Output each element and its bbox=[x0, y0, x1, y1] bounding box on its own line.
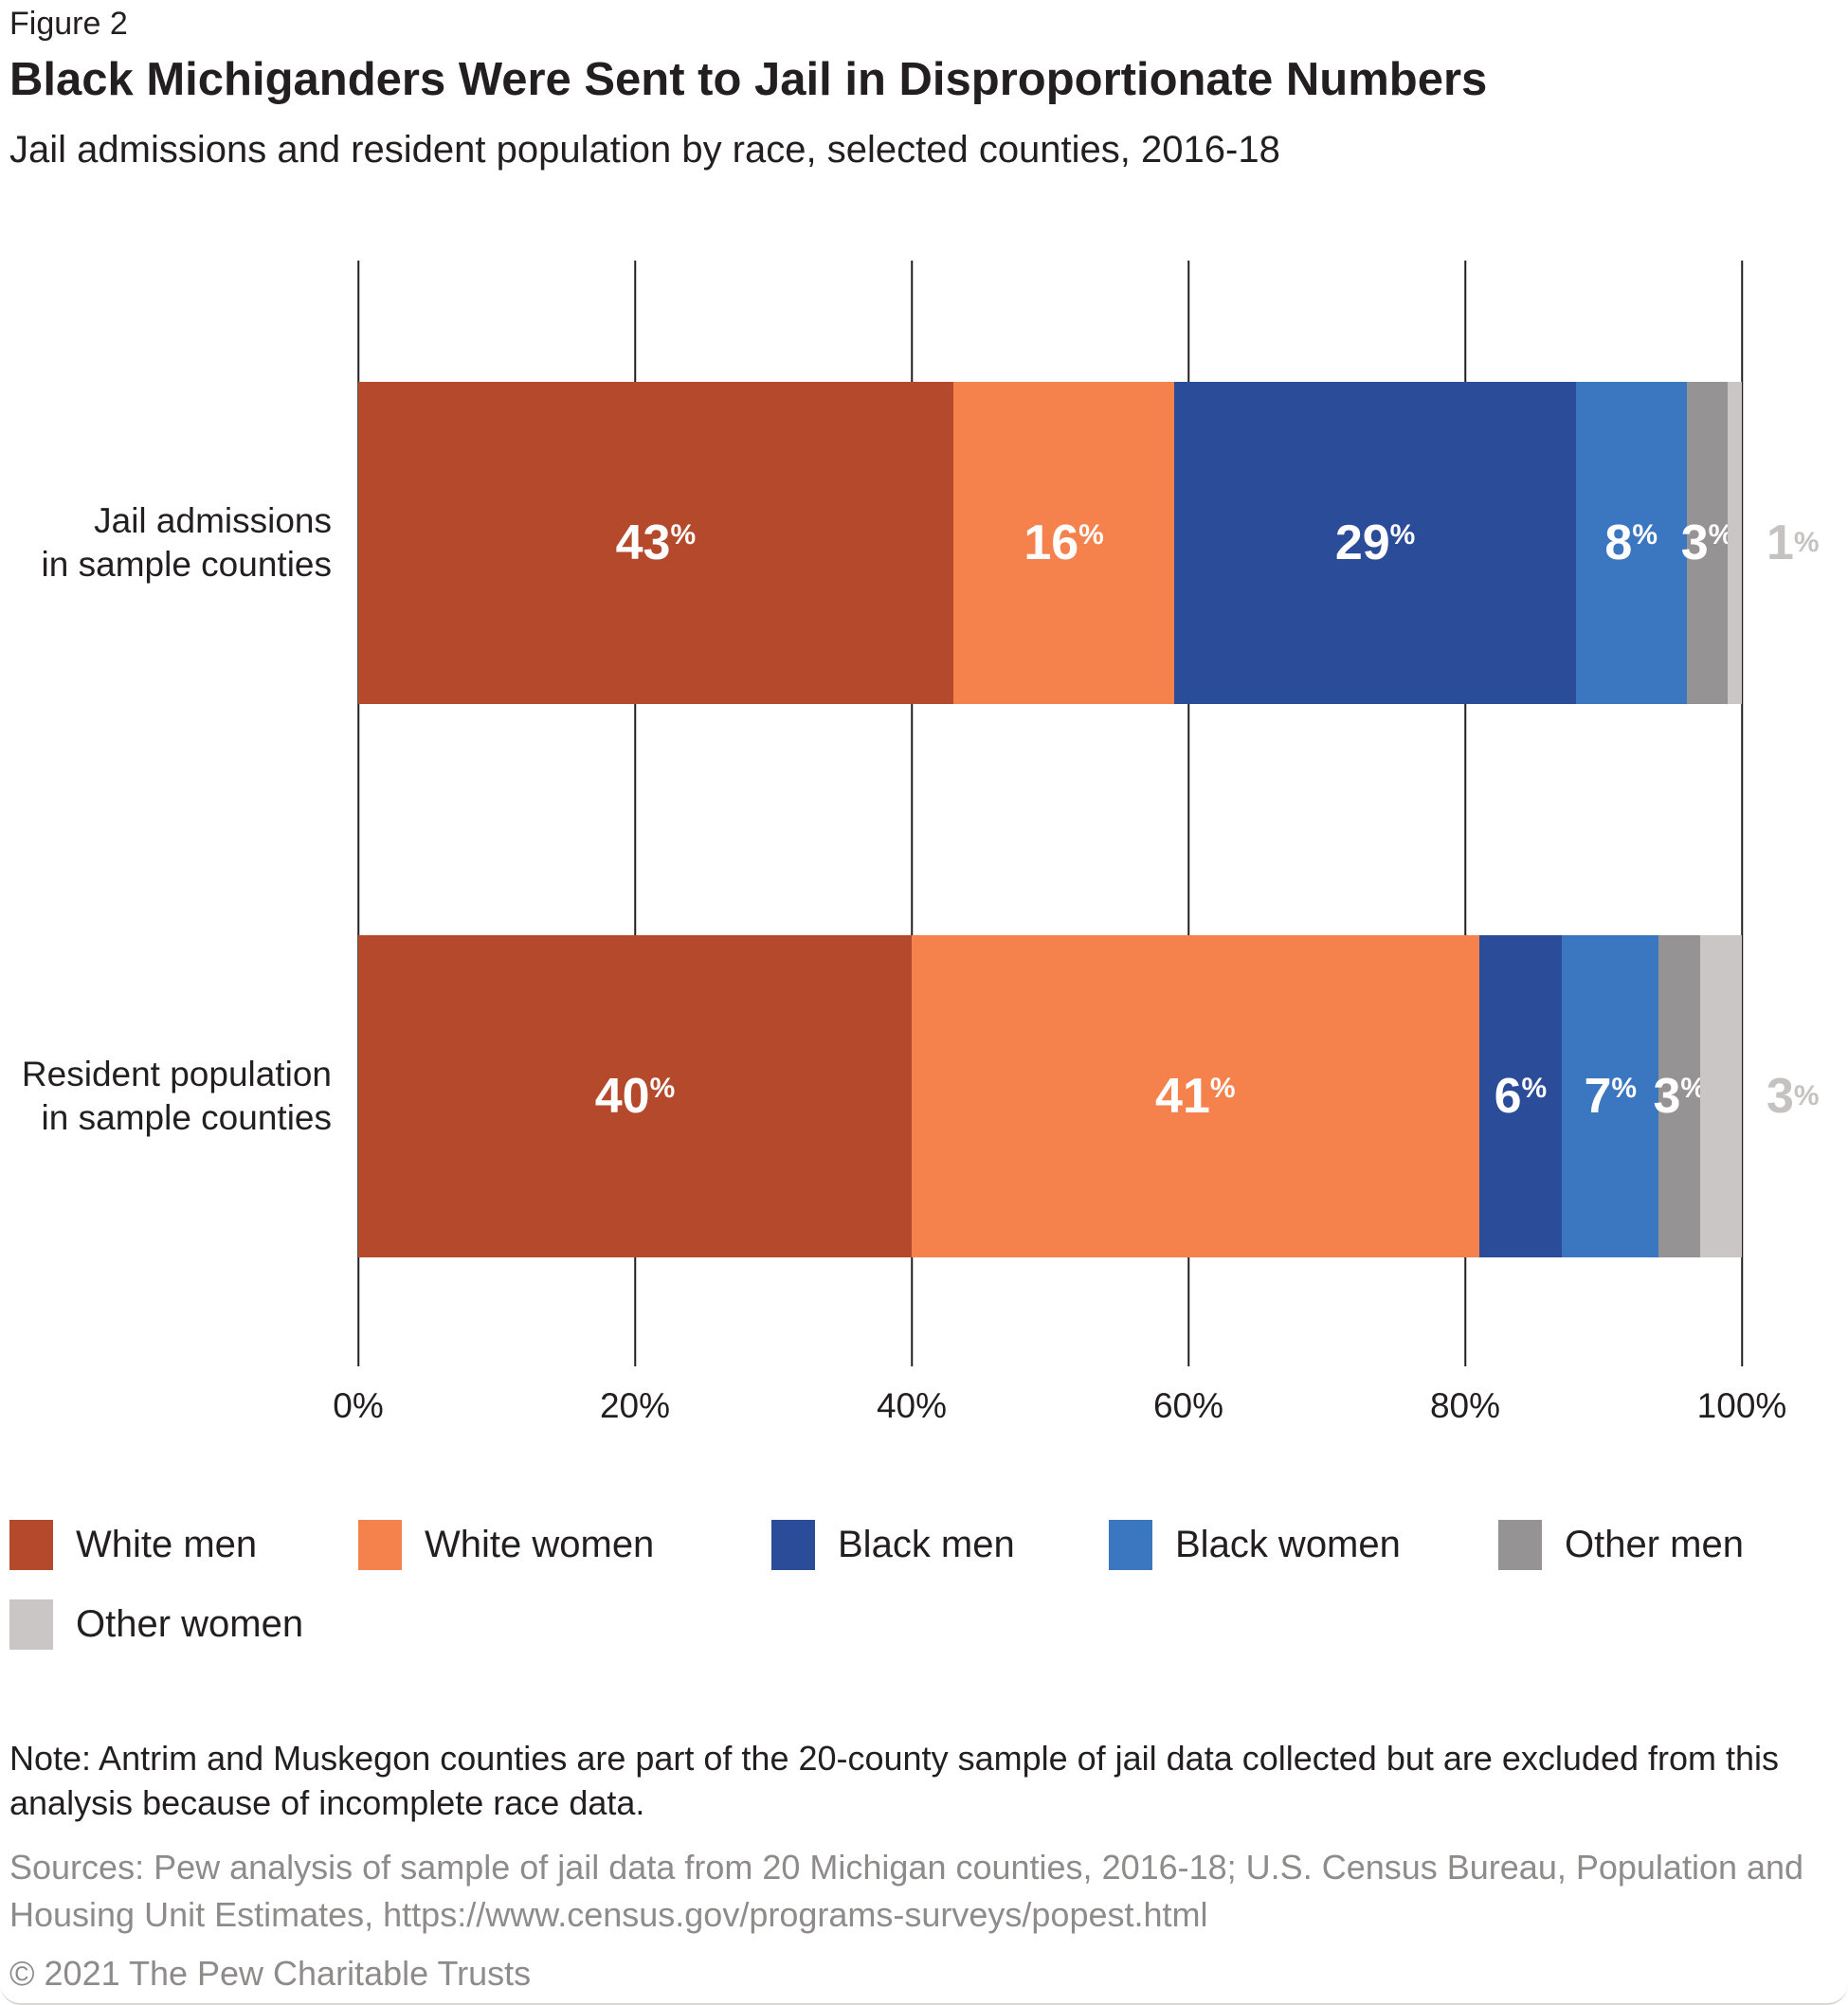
bar-segment-other-women bbox=[1728, 382, 1742, 704]
legend-swatch-black-women bbox=[1109, 1520, 1152, 1570]
x-axis-tick-label: 20% bbox=[599, 1386, 671, 1425]
segment-value-label: 6% bbox=[1495, 1072, 1548, 1121]
segment-value: 29 bbox=[1334, 515, 1390, 570]
legend-item-black-women: Black women bbox=[1109, 1520, 1401, 1570]
percent-sign: % bbox=[1078, 519, 1104, 551]
percent-sign: % bbox=[649, 1073, 676, 1104]
bar-segment-white-men: 43% bbox=[358, 382, 953, 704]
bar-segment-other-men: 3% bbox=[1653, 935, 1706, 1257]
percent-sign: % bbox=[1793, 527, 1820, 558]
segment-value-label: 8% bbox=[1604, 518, 1658, 568]
bar-label-line: Jail admissions bbox=[94, 501, 332, 540]
legend-item-other-women: Other women bbox=[9, 1599, 303, 1650]
legend-swatch-white-women bbox=[358, 1520, 402, 1570]
segment-value: 8 bbox=[1604, 515, 1633, 570]
bar-segment-other-men: 3% bbox=[1681, 382, 1733, 704]
segment-value-label: 43% bbox=[616, 518, 697, 568]
figure-label: Figure 2 bbox=[9, 6, 128, 42]
bar-segment-white-women: 16% bbox=[952, 382, 1175, 704]
segment-value: 3 bbox=[1653, 1069, 1681, 1124]
segment-value-label: 40% bbox=[595, 1072, 676, 1121]
percent-sign: % bbox=[1793, 1080, 1820, 1111]
note-text: Note: Antrim and Muskegon counties are p… bbox=[9, 1739, 1780, 1822]
percent-sign: % bbox=[1521, 1073, 1548, 1104]
segment-value: 43 bbox=[615, 515, 671, 570]
bar-row: 43% 16% 29% 8% 3% 1% bbox=[358, 382, 1820, 704]
gridline bbox=[1741, 261, 1743, 1366]
segment-value: 1 bbox=[1766, 515, 1794, 570]
copyright-text: © 2021 The Pew Charitable Trusts bbox=[9, 1954, 532, 1993]
segment-value-label: 16% bbox=[1024, 518, 1104, 568]
x-axis-tick-label: 100% bbox=[1696, 1386, 1787, 1425]
segment-value: 3 bbox=[1766, 1069, 1794, 1124]
stacked-bar-chart: 0% 20% 40% 60% 80% 100% 43% 16% 29% 8% 3% 1% 40% 41% 6… bbox=[9, 261, 1839, 1445]
percent-sign: % bbox=[670, 519, 697, 551]
gridline bbox=[634, 261, 636, 1366]
page-subtitle: Jail admissions and resident population … bbox=[9, 129, 1280, 171]
bar-segment-black-men: 6% bbox=[1478, 935, 1563, 1257]
segment-value-label: 41% bbox=[1155, 1072, 1236, 1121]
legend-item-black-men: Black men bbox=[771, 1520, 1015, 1570]
legend-swatch-black-men bbox=[771, 1520, 815, 1570]
percent-sign: % bbox=[1632, 519, 1658, 551]
legend-item-white-men: White men bbox=[9, 1520, 257, 1570]
gridline bbox=[357, 261, 359, 1366]
gridline bbox=[1187, 261, 1189, 1366]
percent-sign: % bbox=[1389, 519, 1416, 551]
legend-item-white-women: White women bbox=[358, 1520, 654, 1570]
bar-segment-white-women: 41% bbox=[912, 935, 1479, 1257]
segment-value: 7 bbox=[1584, 1069, 1612, 1124]
legend-swatch-other-men bbox=[1498, 1520, 1542, 1570]
x-axis-tick-label: 80% bbox=[1429, 1386, 1501, 1425]
outside-value-label-other-women: 3% bbox=[1766, 935, 1820, 1257]
segment-value: 6 bbox=[1494, 1069, 1522, 1124]
bar-segment-black-men: 29% bbox=[1174, 382, 1576, 704]
bar-segment-black-women: 8% bbox=[1575, 382, 1687, 704]
bar-label-resident-population: Resident population in sample counties bbox=[9, 1053, 332, 1140]
bar-label-line: in sample counties bbox=[41, 1098, 332, 1137]
bar-segment-black-women: 7% bbox=[1562, 935, 1659, 1257]
outside-value-label-other-women: 1% bbox=[1766, 382, 1820, 704]
legend-swatch-white-men bbox=[9, 1520, 53, 1570]
bar-segment-white-men: 40% bbox=[358, 935, 912, 1257]
legend-label: Black men bbox=[838, 1524, 1015, 1565]
bar-segment-other-women bbox=[1700, 935, 1742, 1257]
segment-value: 41 bbox=[1155, 1069, 1210, 1124]
plot-area: 0% 20% 40% 60% 80% 100% 43% 16% 29% 8% 3% 1% 40% 41% 6… bbox=[333, 261, 1820, 1425]
gridline bbox=[911, 261, 913, 1366]
percent-sign: % bbox=[1209, 1073, 1236, 1104]
segment-value-label: 3% bbox=[1653, 1072, 1706, 1121]
segment-value: 40 bbox=[594, 1069, 650, 1124]
gridline bbox=[1464, 261, 1466, 1366]
segment-value-label: 3% bbox=[1681, 518, 1734, 568]
bar-label-line: in sample counties bbox=[41, 545, 332, 584]
x-axis-tick-label: 40% bbox=[876, 1386, 948, 1425]
segment-value-label: 7% bbox=[1584, 1072, 1637, 1121]
legend-swatch-other-women bbox=[9, 1599, 53, 1650]
legend-label: Other women bbox=[76, 1603, 304, 1645]
bar-row: 40% 41% 6% 7% 3% 3% bbox=[358, 935, 1820, 1257]
x-axis-tick-label: 0% bbox=[333, 1386, 384, 1425]
legend-label: White women bbox=[425, 1524, 655, 1565]
segment-value-label: 29% bbox=[1335, 518, 1416, 568]
legend-item-other-men: Other men bbox=[1498, 1520, 1744, 1570]
chart-legend: White men White women Black men Black women… bbox=[9, 1520, 1839, 1657]
segment-value: 16 bbox=[1024, 515, 1079, 570]
legend-label: Black women bbox=[1175, 1524, 1401, 1565]
legend-label: White men bbox=[76, 1524, 258, 1565]
bar-label-line: Resident population bbox=[21, 1055, 332, 1093]
bar-label-jail-admissions: Jail admissions in sample counties bbox=[9, 499, 332, 587]
page-title: Black Michiganders Were Sent to Jail in … bbox=[9, 54, 1488, 105]
x-axis-tick-label: 60% bbox=[1152, 1386, 1224, 1425]
segment-value: 3 bbox=[1680, 515, 1709, 570]
sources-text: Sources: Pew analysis of sample of jail … bbox=[9, 1848, 1804, 1934]
legend-label: Other men bbox=[1565, 1524, 1744, 1565]
percent-sign: % bbox=[1611, 1073, 1638, 1104]
